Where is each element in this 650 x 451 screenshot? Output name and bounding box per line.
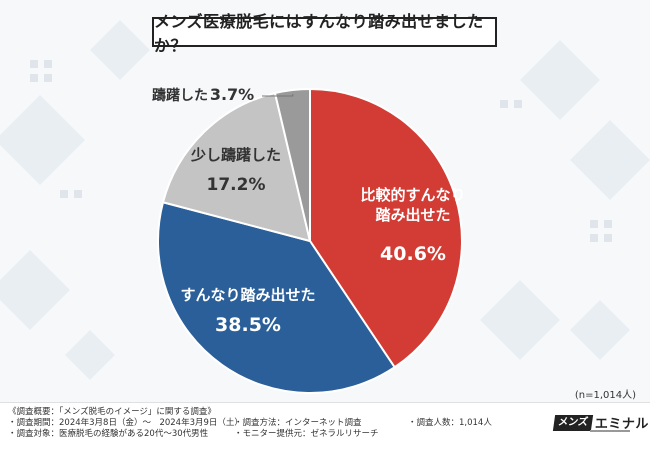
pie-slice — [161, 91, 312, 243]
brand-logo: メンズ エミナル — [552, 413, 649, 432]
slice-label: 躊躇した — [152, 87, 208, 104]
logo-text: エミナル — [594, 417, 649, 432]
chart-title: メンズ医療脱毛にはすんなり踏み出せましたか？ — [152, 12, 497, 55]
survey-summary-line: 《調査概要：「メンズ脱毛のイメージ」に関する調査》 — [8, 407, 216, 417]
survey-method: ・調査方法：インターネット調査 — [234, 418, 362, 428]
logo-underline — [590, 430, 630, 432]
sample-size-note: (n=1,014人) — [574, 390, 636, 401]
logo-mark: メンズ — [552, 414, 593, 431]
slice-label: 少し躊躇した — [190, 146, 281, 164]
survey-count: ・調査人数：1,014人 — [408, 418, 492, 428]
slice-value-label: 40.6% — [380, 243, 446, 265]
survey-footer: 《調査概要：「メンズ脱毛のイメージ」に関する調査》 ・調査期間：2024年3月8… — [0, 402, 650, 451]
slice-label: 踏み出せた — [375, 206, 450, 224]
slice-value-label: 38.5% — [215, 314, 281, 336]
survey-provider: ・モニター提供元：ゼネラルリサーチ — [234, 429, 379, 439]
leader-line — [262, 93, 294, 97]
survey-method-block: ・調査方法：インターネット調査 ・モニター提供元：ゼネラルリサーチ — [234, 418, 379, 440]
slice-value-label: 17.2% — [207, 175, 266, 195]
slice-value-label: 3.7% — [210, 85, 254, 104]
survey-period: ・調査期間：2024年3月8日（金）～ 2024年3月9日（土） — [8, 418, 243, 428]
survey-target: ・調査対象：医療脱毛の経験がある20代〜30代男性 — [8, 429, 209, 439]
pie-slice — [273, 87, 311, 242]
survey-summary: 《調査概要：「メンズ脱毛のイメージ」に関する調査》 ・調査期間：2024年3月8… — [8, 407, 243, 440]
slice-label: すんなり踏み出せた — [180, 286, 315, 304]
pie-slice — [309, 87, 463, 369]
pie-slice — [157, 201, 397, 394]
slice-label: 比較的すんなり — [360, 186, 465, 204]
